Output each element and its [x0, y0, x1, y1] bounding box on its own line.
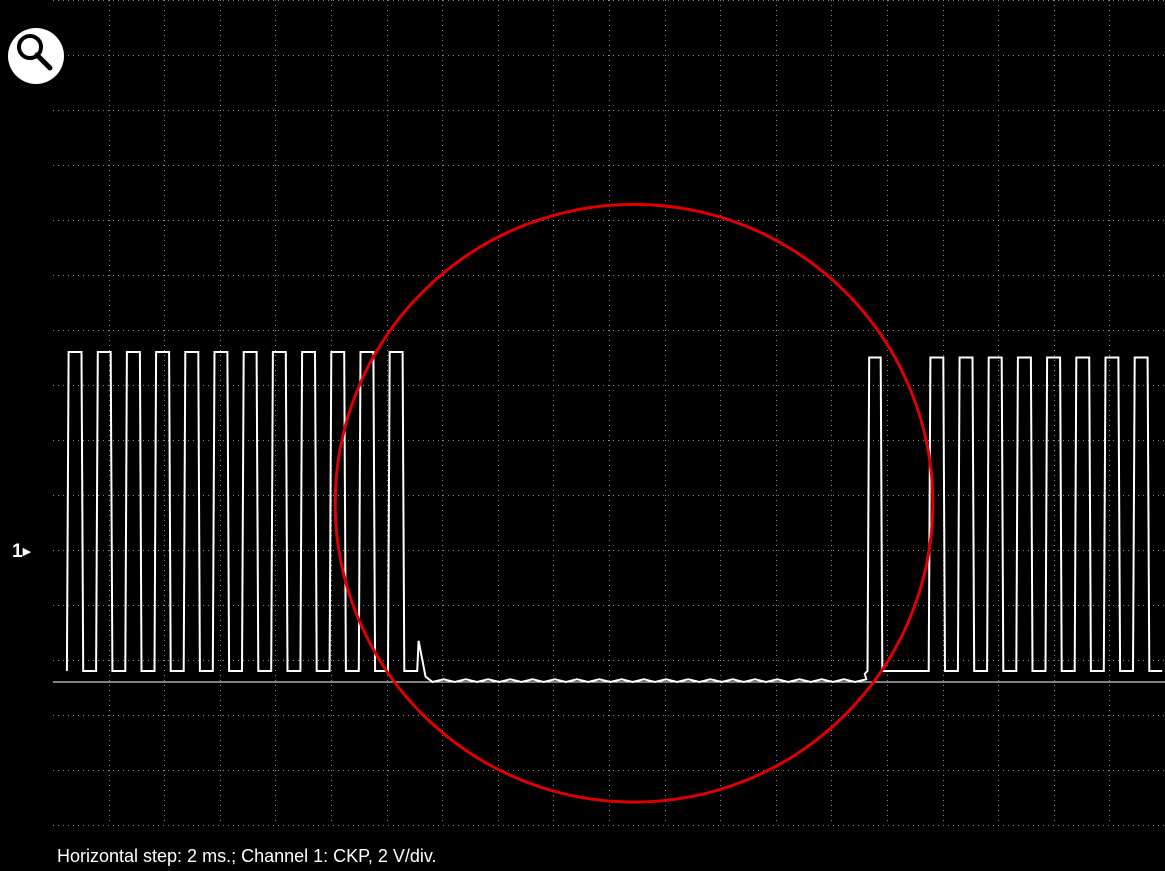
grid-lines [53, 0, 1165, 826]
status-caption: Horizontal step: 2 ms.; Channel 1: CKP, … [57, 846, 437, 866]
channel-1-marker[interactable]: 1▶ [12, 542, 31, 562]
channel-1-trace [65, 351, 1163, 684]
zoom-button[interactable] [8, 28, 64, 84]
triangle-right-icon: ▶ [22, 546, 32, 558]
magnifier-icon [17, 34, 53, 71]
channel-1-label: 1 [12, 541, 23, 562]
missing-tooth-highlight-circle [333, 202, 935, 804]
